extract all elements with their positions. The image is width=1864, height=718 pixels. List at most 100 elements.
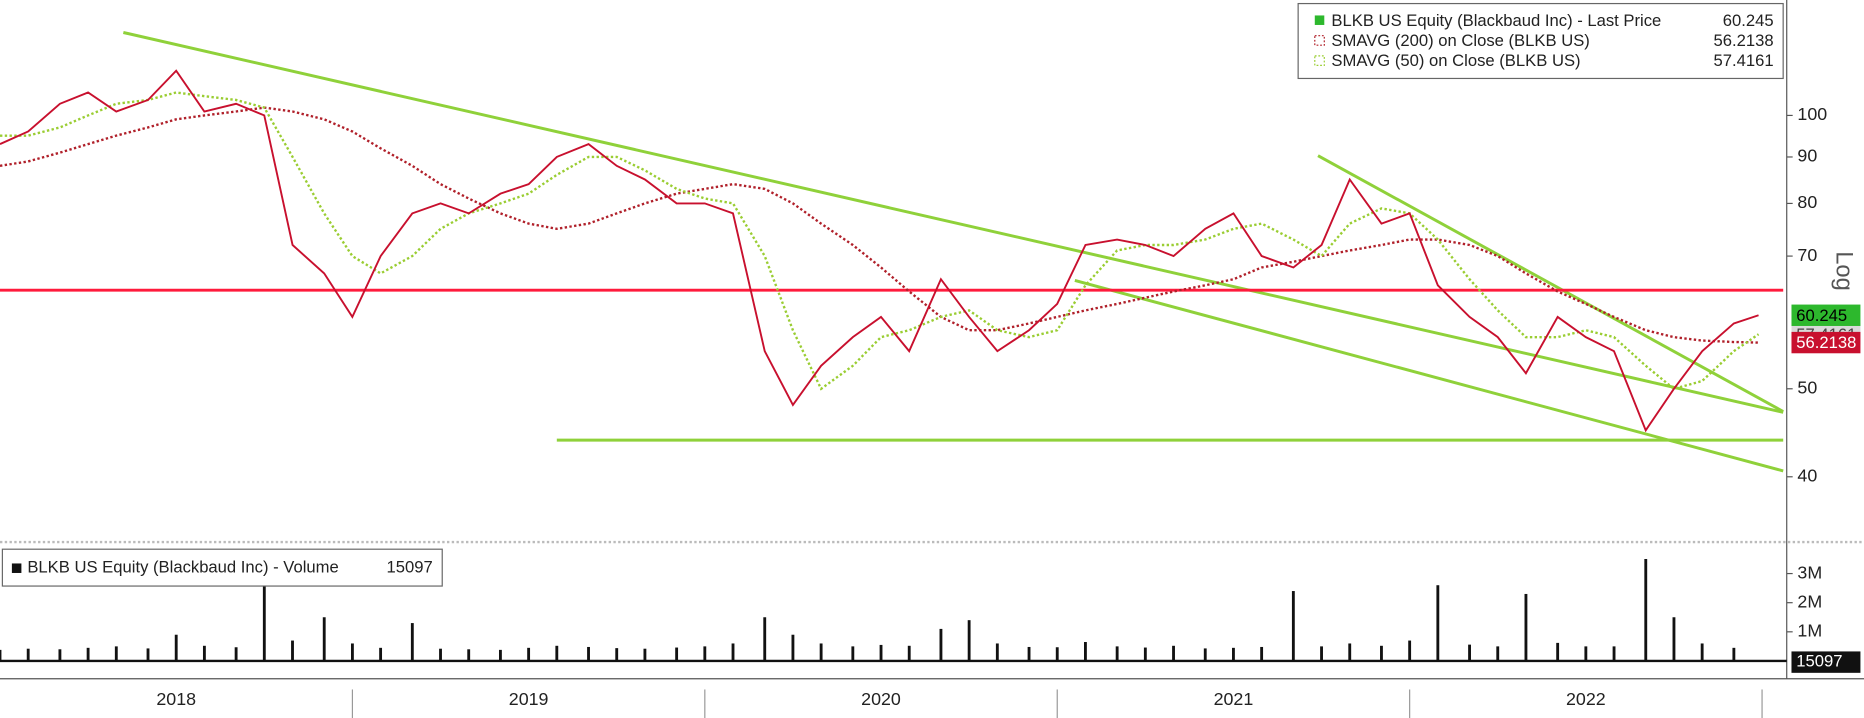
- volume-bar: [86, 647, 90, 661]
- volume-bar: [467, 649, 471, 661]
- volume-bar: [967, 620, 971, 661]
- volume-bar: [1496, 646, 1500, 661]
- last-value-label: 60.245: [1796, 306, 1847, 325]
- volume-bar: [114, 646, 118, 661]
- volume-bar: [439, 648, 442, 661]
- volume-bar: [587, 646, 590, 661]
- volume-legend: BLKB US Equity (Blackbaud Inc) - Volume …: [1, 548, 443, 587]
- volume-bar: [1584, 646, 1588, 661]
- legend-swatch: [1314, 35, 1325, 46]
- volume-bar: [1408, 640, 1412, 661]
- volume-bar: [675, 647, 679, 661]
- legend-box: [1, 548, 443, 587]
- volume-bar: [527, 647, 531, 661]
- volume-bar: [555, 645, 559, 661]
- y-tick-label: 50: [1797, 377, 1817, 397]
- legend-value: 15097: [386, 558, 432, 577]
- x-tick-label: 2021: [1214, 689, 1254, 709]
- last-value-box: [1791, 331, 1861, 354]
- volume-bar: [1115, 646, 1119, 661]
- volume-bar: [939, 628, 943, 661]
- volume-bar: [819, 643, 823, 661]
- legend-label: SMAVG (50) on Close (BLKB US): [1331, 51, 1580, 70]
- price-line: [0, 69, 1759, 433]
- y-tick-label: 90: [1797, 146, 1817, 166]
- volume-bar: [703, 646, 707, 661]
- volume-bar: [202, 645, 206, 661]
- legend-swatch: [11, 563, 22, 573]
- volume-bar: [1672, 617, 1676, 661]
- x-tick-label: 2020: [861, 689, 901, 709]
- volume-bar: [1556, 642, 1560, 661]
- legend-swatch: [1314, 15, 1325, 25]
- last-value-box: [1791, 304, 1861, 326]
- legend-box: [1297, 2, 1784, 80]
- volume-bar: [1232, 647, 1235, 661]
- volume-bar: [851, 646, 855, 661]
- volume-bar: [0, 649, 2, 661]
- x-tick-label: 2018: [156, 689, 196, 709]
- volume-bar: [995, 643, 999, 661]
- scale-label: Log: [1830, 251, 1857, 291]
- x-tick-label: 2022: [1566, 689, 1606, 709]
- volume-bar: [1644, 559, 1648, 661]
- volume-bar: [1612, 646, 1616, 661]
- volume-bar: [322, 617, 326, 661]
- volume-bar: [731, 643, 735, 661]
- legend-label: SMAVG (200) on Close (BLKB US): [1331, 31, 1589, 50]
- volume-bar: [1084, 642, 1087, 661]
- volume-bar: [379, 647, 383, 661]
- volume-bar: [146, 648, 150, 661]
- volume-bar: [1027, 646, 1031, 661]
- volume-bar: [26, 648, 30, 661]
- last-value-label: 15097: [1796, 652, 1842, 671]
- y-tick-label: 3M: [1797, 562, 1822, 582]
- volume-bar: [1700, 643, 1704, 661]
- trend-line: [1317, 154, 1784, 413]
- volume-bar: [262, 564, 266, 661]
- volume-bar: [498, 649, 502, 661]
- volume-bar: [1732, 647, 1736, 661]
- volume-bar: [1172, 645, 1175, 661]
- x-tick-label: 2019: [509, 689, 549, 709]
- volume-bar: [615, 648, 619, 661]
- volume-bar: [234, 647, 238, 661]
- volume-bar: [174, 634, 178, 661]
- volume-bar: [763, 617, 767, 661]
- last-value-box: [1791, 651, 1861, 673]
- volume-bar: [410, 623, 414, 661]
- y-tick-label: 100: [1797, 104, 1827, 124]
- y-tick-label: 40: [1797, 465, 1817, 485]
- plot-area: [0, 31, 1787, 663]
- volume-bar: [643, 648, 647, 661]
- moving-average: [0, 91, 1760, 391]
- volume-bar: [1291, 591, 1295, 661]
- y-tick-label: 80: [1797, 192, 1817, 212]
- volume-bar: [1348, 643, 1352, 661]
- volume-bar: [1320, 646, 1323, 661]
- volume-bar: [1380, 645, 1383, 661]
- y-tick-label: 70: [1797, 245, 1817, 265]
- volume-bar: [907, 645, 911, 661]
- legend-value: 56.2138: [1714, 31, 1774, 50]
- volume-bar: [1468, 644, 1471, 661]
- legend-swatch: [1314, 55, 1325, 66]
- legend-value: 60.245: [1723, 11, 1774, 30]
- y-tick-label: 1M: [1797, 621, 1822, 641]
- legend-label: BLKB US Equity (Blackbaud Inc) - Last Pr…: [1331, 11, 1661, 30]
- last-value-label: 56.2138: [1796, 333, 1856, 352]
- volume-bar: [1524, 593, 1528, 661]
- volume-bar: [791, 634, 795, 661]
- volume-bar: [1055, 647, 1059, 661]
- volume-bar: [879, 644, 883, 661]
- volume-bar: [350, 643, 354, 661]
- volume-bar: [1203, 648, 1207, 661]
- volume-bar: [58, 649, 62, 661]
- moving-average: [0, 106, 1759, 344]
- volume-bar: [1436, 585, 1440, 661]
- legend-label: BLKB US Equity (Blackbaud Inc) - Volume: [27, 558, 338, 577]
- volume-bar: [291, 640, 294, 661]
